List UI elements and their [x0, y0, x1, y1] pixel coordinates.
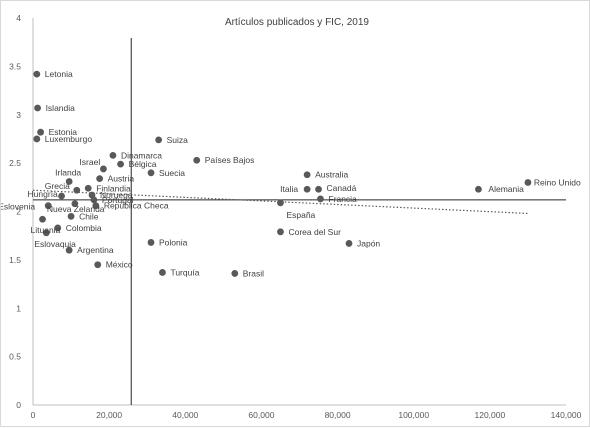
point-label: Grecia	[45, 181, 70, 191]
point-label: Noruega	[100, 190, 133, 200]
y-tick-label: 1.5	[9, 255, 21, 265]
data-point	[92, 202, 100, 210]
point-label: República Checa	[104, 201, 169, 211]
data-point	[90, 196, 98, 204]
point-label: Reino Unido	[534, 177, 581, 187]
x-tick-label: 0	[31, 410, 36, 420]
data-point	[33, 135, 41, 143]
data-point	[54, 224, 62, 232]
data-point	[231, 270, 239, 277]
data-point	[65, 246, 73, 254]
data-point	[39, 215, 46, 223]
point-label: Austria	[108, 174, 135, 184]
y-tick-label: 3	[16, 110, 21, 120]
x-tick-label: 60,000	[248, 410, 274, 420]
y-tick-label: 1	[16, 303, 21, 313]
point-label: Colombia	[66, 223, 102, 233]
data-point	[475, 185, 482, 193]
data-point	[147, 169, 155, 177]
data-point	[159, 269, 166, 276]
point-label: Suecia	[159, 168, 185, 178]
x-tick-label: 40,000	[172, 410, 198, 420]
x-tick-label: 100,000	[398, 410, 429, 420]
chart-title: Artículos publicados y FIC, 2019	[225, 17, 369, 28]
y-tick-label: 3.5	[9, 61, 21, 71]
data-points	[33, 70, 532, 277]
data-point	[303, 171, 311, 179]
x-tick-label: 20,000	[96, 410, 122, 420]
data-point	[524, 179, 532, 186]
point-label: Portugal	[102, 195, 134, 205]
point-label: Eslovaquia	[34, 239, 76, 249]
point-label: Letonia	[45, 69, 73, 79]
point-label: Corea del Sur	[288, 227, 341, 237]
data-point	[345, 240, 353, 247]
data-point	[100, 165, 107, 173]
point-label: Eslovenia	[1, 202, 35, 212]
point-label: Suiza	[167, 135, 189, 145]
point-label: Argentina	[77, 245, 114, 255]
data-point	[317, 195, 324, 203]
point-label: Polonia	[159, 237, 188, 247]
data-point	[34, 104, 41, 112]
point-label: Irlanda	[55, 168, 81, 178]
point-label: Luxemburgo	[45, 134, 93, 144]
data-point	[33, 70, 41, 78]
point-label: Israel	[79, 157, 100, 167]
point-label: Australia	[315, 170, 348, 180]
point-label: Finlandia	[96, 183, 131, 193]
data-point	[277, 228, 284, 236]
point-label: México	[106, 260, 133, 270]
point-label: Italia	[280, 184, 298, 194]
point-label: Bélgica	[129, 159, 157, 169]
x-tick-label: 80,000	[325, 410, 351, 420]
point-label: Brasil	[243, 268, 264, 278]
y-tick-label: 2	[16, 207, 21, 217]
y-tick-label: 4	[16, 13, 21, 23]
point-label: Canadá	[327, 183, 357, 193]
data-point	[303, 185, 311, 193]
data-point	[147, 239, 155, 246]
data-point	[277, 199, 284, 207]
point-label: Hungría	[28, 189, 59, 199]
y-tick-label: 0.5	[9, 352, 21, 362]
data-point	[73, 186, 81, 194]
data-point	[315, 185, 322, 193]
point-label: Islandia	[46, 103, 76, 113]
point-label: Japón	[357, 238, 380, 248]
data-point	[155, 136, 163, 144]
data-point	[193, 156, 201, 164]
data-point	[65, 178, 73, 185]
data-point	[67, 212, 75, 220]
data-point	[94, 261, 102, 269]
data-point	[71, 200, 79, 208]
point-label: España	[286, 210, 315, 220]
data-point	[117, 160, 124, 168]
data-point	[58, 192, 65, 200]
point-label: Nueva Zelanda	[47, 204, 105, 214]
data-point	[96, 175, 104, 183]
data-point	[84, 184, 92, 192]
point-label: Dinamarca	[121, 150, 162, 160]
point-label: Lituania	[31, 225, 61, 235]
point-label: Francia	[328, 194, 357, 204]
data-point	[44, 202, 52, 210]
point-label: Alemania	[488, 184, 524, 194]
x-tick-label: 140,000	[551, 410, 582, 420]
y-tick-label: 2.5	[9, 158, 21, 168]
y-tick-label: 0	[16, 400, 21, 410]
point-label: Países Bajos	[205, 155, 255, 165]
data-point	[42, 229, 50, 237]
x-tick-label: 120,000	[474, 410, 505, 420]
point-label: Estonia	[49, 127, 78, 137]
reference-lines	[32, 38, 566, 405]
point-label: Chile	[79, 211, 99, 221]
point-label: Turquía	[170, 267, 199, 277]
data-point	[109, 151, 117, 159]
data-point	[37, 128, 45, 136]
axes: 0 0.5 1 1.5 2 2.5 3 3.5 4 0 20,000 40,000 60,000 80,0…	[9, 13, 581, 420]
